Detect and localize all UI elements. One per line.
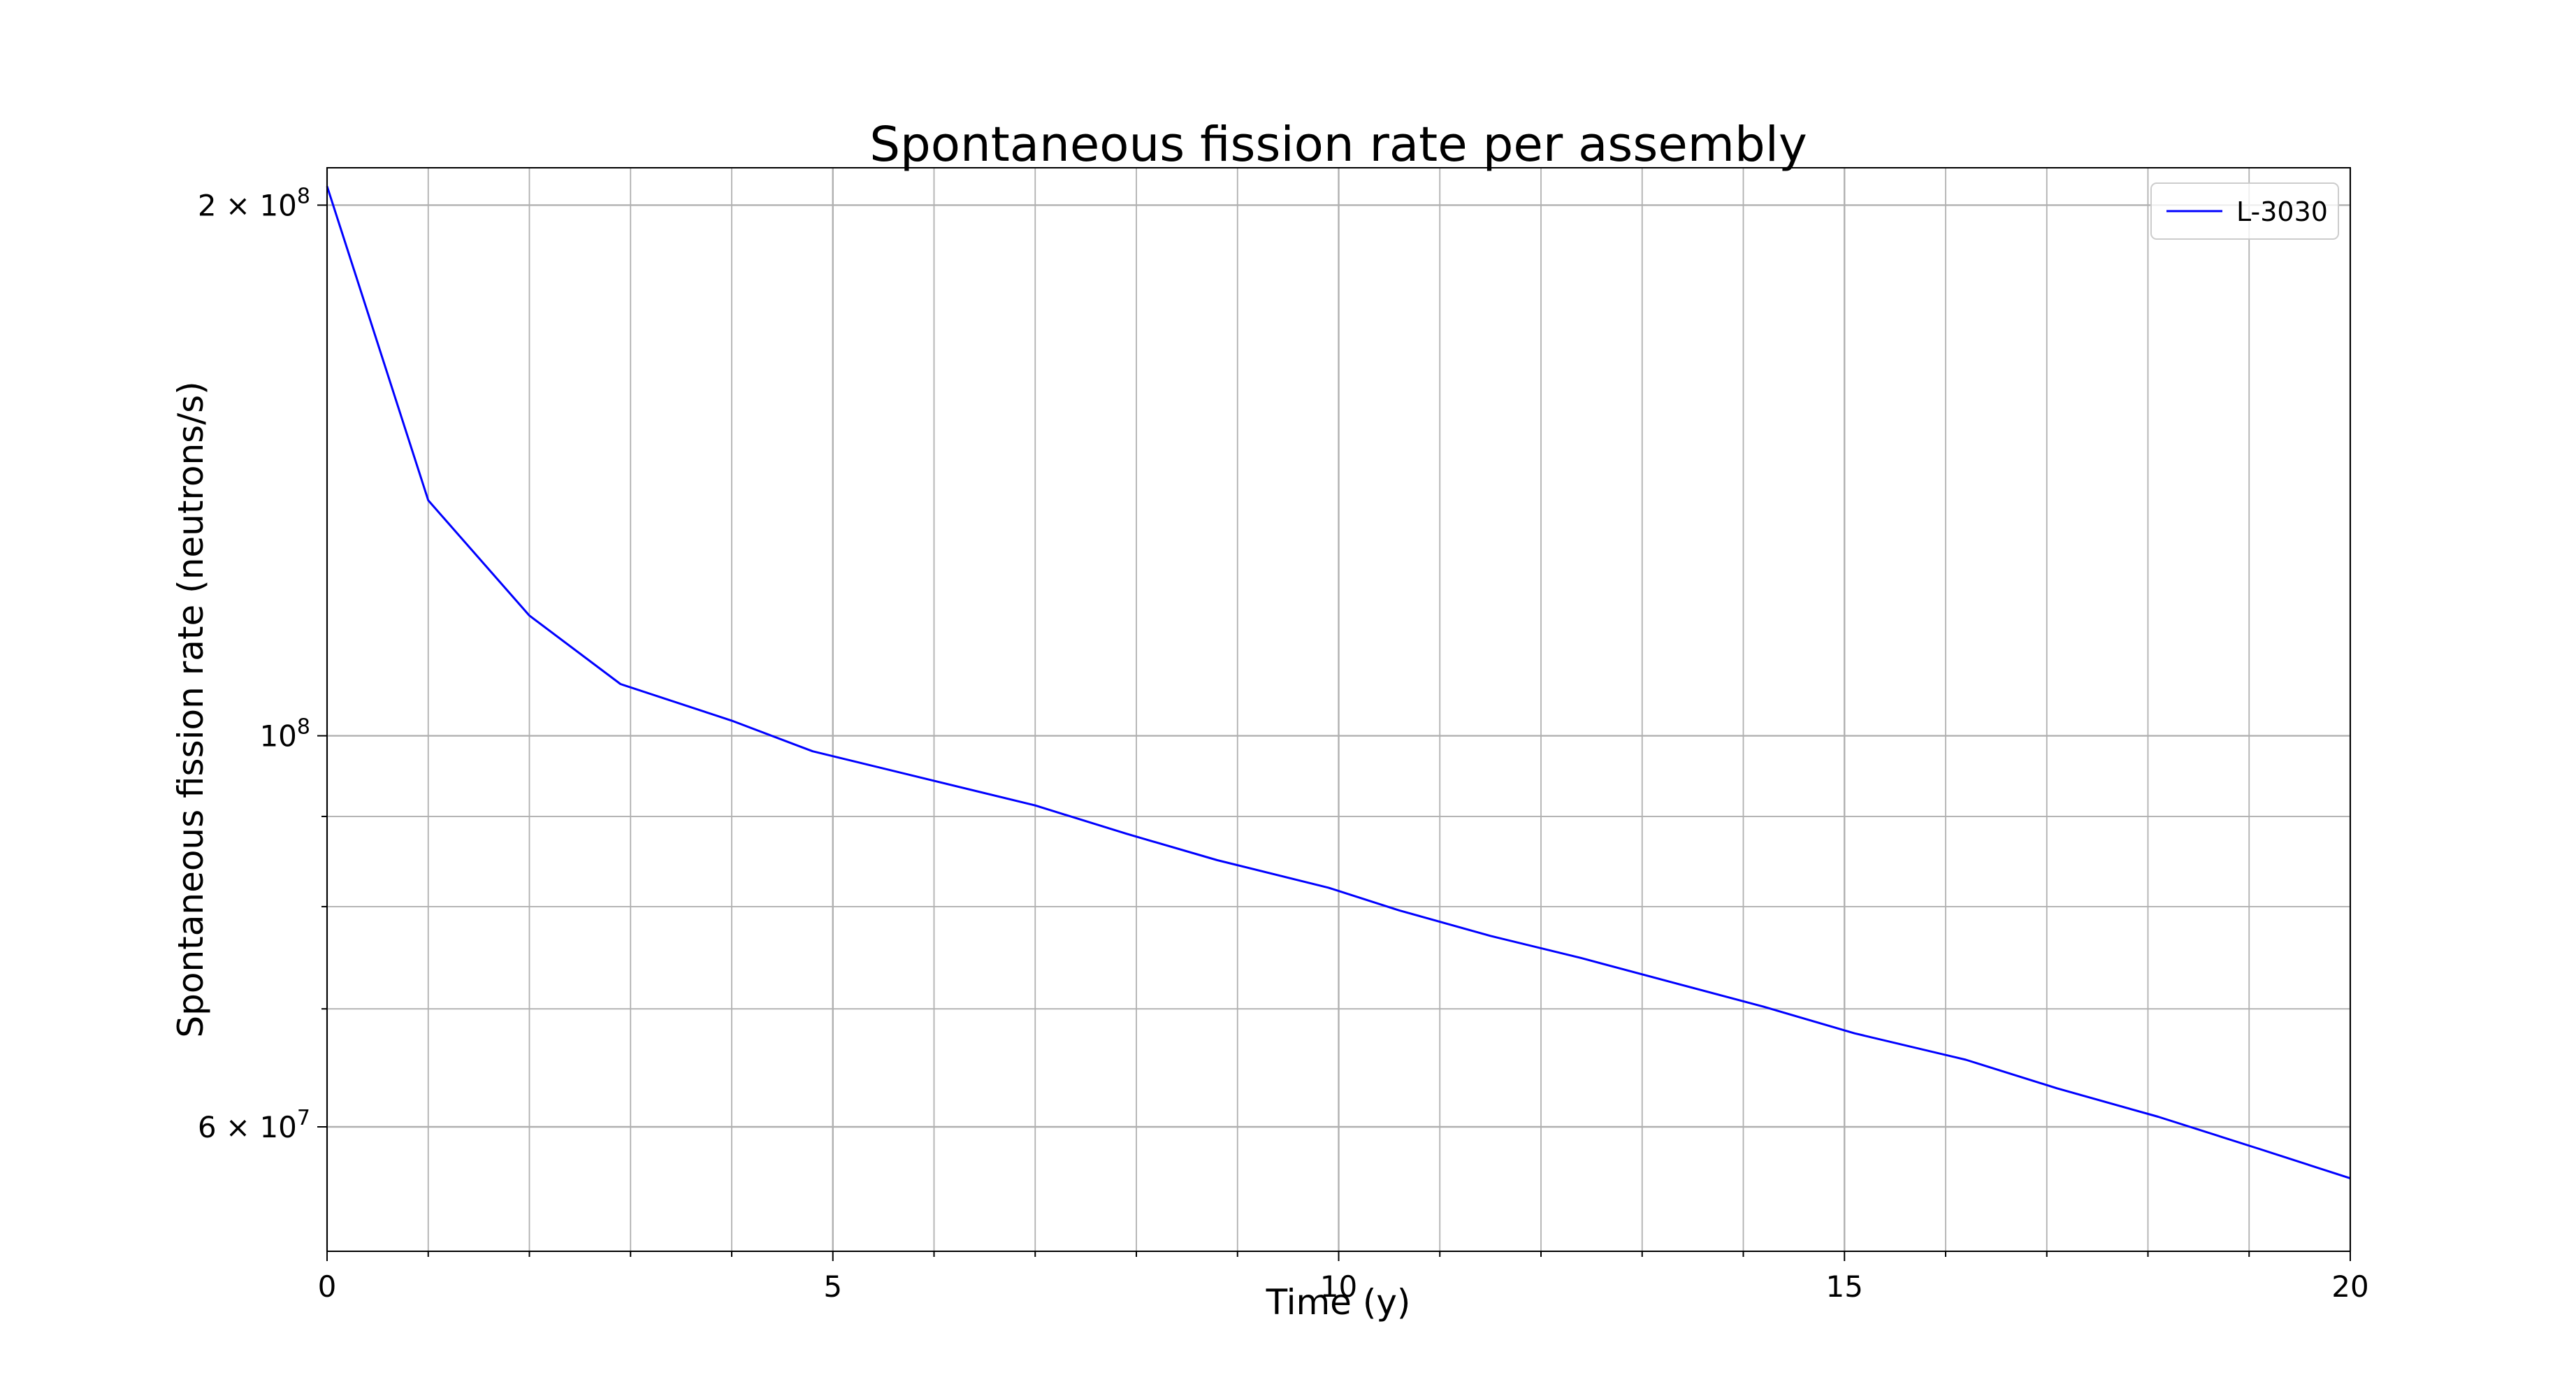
axis-ticks: 0 5 10 15 20 2 × 108 108 6 × 107 (198, 184, 2369, 1304)
y-tick-label: 2 × 108 (198, 184, 310, 222)
x-tick-label: 15 (1826, 1269, 1863, 1304)
series-layer (326, 185, 2351, 1180)
chart-title: Spontaneous fission rate per assembly (869, 117, 1807, 173)
grid-lines (326, 168, 2352, 1251)
x-tick-label: 20 (2331, 1269, 2368, 1304)
legend-box (2150, 182, 2339, 240)
x-tick-label: 10 (1320, 1269, 1357, 1304)
series-line (326, 185, 2351, 1180)
y-tick-label: 6 × 107 (198, 1106, 310, 1144)
y-tick-label: 108 (259, 715, 310, 754)
legend: L-3030 (2150, 182, 2339, 240)
y-axis-label: Spontaneous fission rate (neutrons/s) (171, 381, 211, 1037)
x-tick-label: 5 (823, 1269, 842, 1304)
plot-frame (326, 167, 2351, 1252)
x-axis-label: Time (y) (1266, 1282, 1411, 1323)
legend-label: L-3030 (2236, 196, 2328, 227)
x-tick-label: 0 (318, 1269, 337, 1304)
